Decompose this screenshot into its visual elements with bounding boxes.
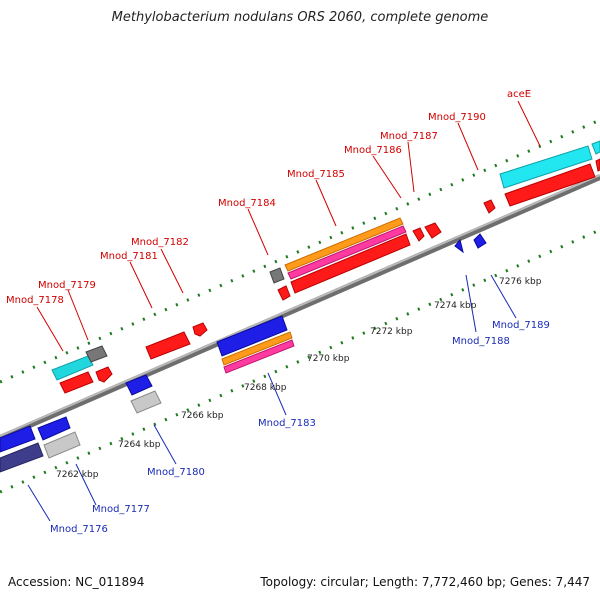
gene-label-aceE[interactable]: aceE [507,89,531,100]
gene-mnod-7180-grey[interactable] [130,390,162,414]
gene-label-mnod-7177[interactable]: Mnod_7177 [92,504,150,515]
accession-info: Accession: NC_011894 [8,575,145,589]
gene-label-mnod-7176[interactable]: Mnod_7176 [50,524,108,535]
lower-gene-labels: Mnod_7176 Mnod_7177 Mnod_7180 Mnod_7183 … [50,320,550,535]
ruler-label-7276: 7276 kbp [499,277,542,287]
ruler-label-7268: 7268 kbp [244,383,287,393]
gene-mnod-7177-grey[interactable] [43,431,81,459]
gene-mnod-7176-blue[interactable] [0,425,36,453]
gene-label-mnod-7184[interactable]: Mnod_7184 [218,198,276,209]
gene-aceE-cyan[interactable] [499,145,593,189]
ruler-label-7272: 7272 kbp [370,327,413,337]
ruler-label-7266: 7266 kbp [181,411,224,421]
gene-mnod-7177-blue[interactable] [37,416,71,441]
gene-label-mnod-7180[interactable]: Mnod_7180 [147,467,205,478]
gene-mnod-7183-orange[interactable] [221,331,293,366]
gene-mnod-7181[interactable] [145,331,191,360]
gene-label-mnod-7179[interactable]: Mnod_7179 [38,280,96,291]
gene-mnod-7183-pink[interactable] [223,339,295,374]
gene-mnod-7183-blue[interactable] [216,315,288,357]
gene-aceE-red[interactable] [504,163,596,207]
gene-label-mnod-7182[interactable]: Mnod_7182 [131,237,189,248]
gene-label-mnod-7186[interactable]: Mnod_7186 [344,145,402,156]
genome-axis [0,174,600,441]
gene-mnod-7187[interactable] [424,222,442,239]
gene-edge-cyan[interactable] [591,140,600,155]
gene-red-c[interactable] [277,285,291,301]
gene-label-mnod-7181[interactable]: Mnod_7181 [100,251,158,262]
gene-red-b[interactable] [95,366,113,383]
ruler-label-7262: 7262 kbp [56,470,99,480]
gene-mnod-7185-pink[interactable] [287,225,407,280]
gene-mnod-7185-orange[interactable] [284,217,404,272]
gene-glyphs-lower [0,233,487,473]
gene-label-mnod-7189[interactable]: Mnod_7189 [492,320,550,331]
upper-gene-labels: Mnod_7178 Mnod_7179 Mnod_7181 Mnod_7182 … [6,89,531,306]
lower-tick-track [0,228,600,494]
map-title: Methylobacterium nodulans ORS 2060, comp… [111,10,489,25]
gene-mnod-7185-red[interactable] [290,233,411,294]
gene-mnod-7176-navy[interactable] [0,442,44,473]
gene-mnod-7189[interactable] [473,233,487,249]
gene-mnod-7178[interactable] [51,355,94,381]
gene-mnod-7179[interactable] [85,345,108,363]
gene-label-mnod-7185[interactable]: Mnod_7185 [287,169,345,180]
gene-edge-red[interactable] [595,158,600,172]
gene-label-mnod-7178[interactable]: Mnod_7178 [6,295,64,306]
gene-mnod-7180-blue[interactable] [125,374,153,396]
genome-summary: Topology: circular; Length: 7,772,460 bp… [260,575,590,589]
gene-mnod-7182[interactable] [192,322,208,337]
gene-glyphs-upper [51,140,600,394]
gene-label-mnod-7183[interactable]: Mnod_7183 [258,418,316,429]
gene-red-a[interactable] [59,371,94,394]
genome-axis-highlight [0,174,600,437]
gene-label-mnod-7187[interactable]: Mnod_7187 [380,131,438,142]
gene-label-mnod-7190[interactable]: Mnod_7190 [428,112,486,123]
gene-mnod-7186[interactable] [412,227,425,242]
leader-lines [27,100,541,522]
gene-mnod-7190[interactable] [483,199,496,214]
ruler-label-7270: 7270 kbp [307,354,350,364]
ruler-label-7264: 7264 kbp [118,440,161,450]
ruler-label-7274: 7274 kbp [434,301,477,311]
gene-mnod-7184[interactable] [269,267,285,284]
gene-label-mnod-7188[interactable]: Mnod_7188 [452,336,510,347]
upper-tick-track [0,118,600,384]
gene-mnod-7188[interactable] [454,238,464,254]
ruler-labels: 7262 kbp 7264 kbp 7266 kbp 7268 kbp 7270… [56,277,542,480]
